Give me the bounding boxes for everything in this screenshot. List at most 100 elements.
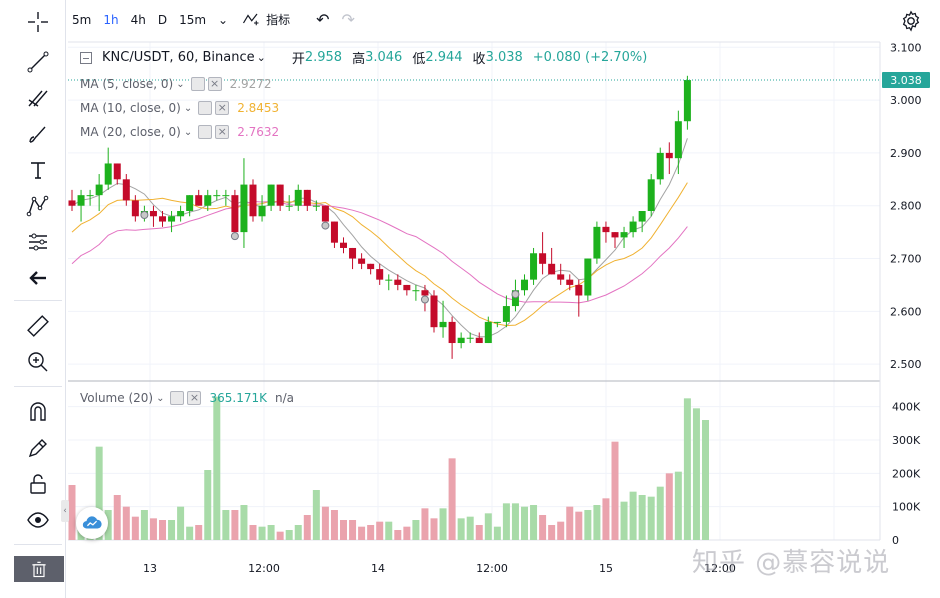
change-value: +0.080 (+2.70%) bbox=[532, 50, 648, 65]
volume-bar bbox=[231, 510, 239, 540]
interval-d[interactable]: D bbox=[157, 13, 168, 27]
price-tick-label: 3.100 bbox=[890, 41, 922, 54]
candle-body bbox=[113, 163, 121, 180]
collapse-toolbar-tab[interactable]: ‹ bbox=[61, 500, 69, 522]
tradingview-logo[interactable] bbox=[76, 507, 108, 539]
trend-line-icon[interactable] bbox=[24, 48, 52, 76]
ma20-visibility-eye-icon[interactable] bbox=[198, 125, 213, 139]
volume-bar bbox=[521, 506, 528, 540]
ma5-legend[interactable]: MA (5, close, 0) ⌄ × 2.9272 bbox=[80, 77, 272, 91]
ma5-remove-close-icon[interactable]: × bbox=[207, 77, 222, 91]
volume-visibility-eye-icon[interactable] bbox=[170, 391, 185, 405]
trash-icon[interactable] bbox=[14, 556, 64, 582]
candle-body bbox=[204, 195, 212, 206]
volume-bar bbox=[539, 515, 547, 540]
interval-4h[interactable]: 4h bbox=[130, 13, 146, 27]
symbol-title[interactable]: KNC/USDT, 60, Binance bbox=[102, 50, 255, 65]
candle-body bbox=[177, 211, 185, 217]
volume-bar bbox=[140, 510, 148, 540]
candle-body bbox=[294, 189, 302, 206]
redo-icon[interactable]: ↷ bbox=[341, 10, 355, 29]
fib-tool-icon[interactable] bbox=[24, 84, 52, 112]
eye-icon[interactable] bbox=[24, 506, 52, 534]
volume-bar bbox=[493, 526, 501, 540]
ma20-remove-close-icon[interactable]: × bbox=[215, 125, 230, 139]
time-tick-label: 13 bbox=[143, 562, 157, 575]
volume-bar bbox=[656, 486, 664, 540]
price-tick-label: 2.800 bbox=[890, 200, 922, 213]
candle-body bbox=[385, 279, 393, 281]
pattern-icon[interactable] bbox=[24, 192, 52, 220]
volume-bar bbox=[159, 520, 166, 540]
candle-body bbox=[213, 195, 221, 197]
ma10-legend[interactable]: MA (10, close, 0) ⌄ × 2.8453 bbox=[80, 101, 279, 115]
chevron-down-icon[interactable]: ⌄ bbox=[183, 126, 193, 138]
volume-bar bbox=[511, 503, 519, 540]
volume-bar bbox=[457, 518, 465, 540]
volume-legend[interactable]: Volume (20) ⌄ × 365.171K n/a bbox=[80, 391, 294, 405]
last-price-tag-text: 3.038 bbox=[890, 74, 922, 87]
chevron-down-icon[interactable]: ⌄ bbox=[156, 392, 165, 404]
candle bbox=[222, 189, 230, 206]
open-value: 2.958 bbox=[304, 50, 343, 65]
candle bbox=[285, 195, 293, 211]
candle-body bbox=[249, 184, 257, 217]
collapse-legend-icon[interactable] bbox=[80, 51, 92, 64]
candle-body bbox=[267, 184, 275, 206]
volume-bar bbox=[276, 531, 284, 540]
chevron-down-icon[interactable]: ⌄ bbox=[176, 78, 185, 90]
interval-15m[interactable]: 15m bbox=[179, 13, 207, 27]
ma5-value: 2.9272 bbox=[229, 77, 272, 91]
indicators-button[interactable]: 指标 bbox=[234, 6, 296, 34]
ma10-remove-close-icon[interactable]: × bbox=[215, 101, 230, 115]
ma5-visibility-eye-icon[interactable] bbox=[190, 77, 205, 91]
volume-bar bbox=[149, 518, 157, 540]
crosshair-icon[interactable] bbox=[24, 8, 52, 36]
volume-bar bbox=[412, 520, 420, 540]
volume-bar bbox=[321, 506, 329, 540]
volume-bar bbox=[285, 530, 293, 540]
volume-bar bbox=[312, 490, 320, 540]
candle-body bbox=[285, 205, 293, 207]
brush-icon[interactable] bbox=[24, 120, 52, 148]
gear-icon[interactable] bbox=[900, 10, 922, 32]
candle-body bbox=[493, 321, 501, 323]
candle bbox=[330, 221, 338, 248]
ma20-legend[interactable]: MA (20, close, 0) ⌄ × 2.7632 bbox=[80, 125, 279, 139]
candle bbox=[168, 211, 176, 233]
ma10-visibility-eye-icon[interactable] bbox=[198, 101, 213, 115]
interval-5m[interactable]: 5m bbox=[72, 13, 92, 27]
chevron-down-icon[interactable]: ⌄ bbox=[183, 102, 193, 114]
zoom-in-icon[interactable] bbox=[24, 348, 52, 376]
interval-dropdown-chevron-down-icon[interactable]: ⌄ bbox=[218, 13, 229, 27]
candle bbox=[557, 263, 565, 285]
symbol-dropdown-chevron-down-icon[interactable]: ⌄ bbox=[256, 51, 266, 64]
volume-tick-label: 100K bbox=[892, 501, 921, 514]
candle-body bbox=[122, 179, 130, 201]
volume-remove-close-icon[interactable]: × bbox=[187, 391, 202, 405]
candle bbox=[475, 332, 483, 344]
volume-bar bbox=[575, 511, 583, 540]
cloud-logo-icon bbox=[82, 516, 102, 529]
candle bbox=[502, 295, 510, 328]
undo-icon[interactable]: ↶ bbox=[316, 10, 330, 29]
prediction-icon[interactable] bbox=[24, 228, 52, 256]
volume-bar bbox=[557, 521, 565, 540]
back-arrow-icon[interactable] bbox=[24, 264, 52, 292]
stay-drawing-icon[interactable] bbox=[24, 434, 52, 462]
lock-icon[interactable] bbox=[24, 470, 52, 498]
high-value: 3.046 bbox=[365, 50, 403, 65]
volume-bar bbox=[620, 501, 628, 540]
ruler-icon[interactable] bbox=[24, 312, 52, 340]
candle-body bbox=[186, 195, 194, 211]
candle-body bbox=[539, 253, 547, 264]
candle-body bbox=[611, 232, 619, 238]
candle bbox=[376, 263, 384, 285]
text-icon[interactable] bbox=[24, 156, 52, 184]
volume-bar bbox=[213, 396, 221, 540]
interval-1h[interactable]: 1h bbox=[103, 13, 119, 27]
magnet-icon[interactable] bbox=[24, 398, 52, 426]
candle bbox=[95, 174, 103, 211]
volume-bar bbox=[131, 516, 139, 540]
